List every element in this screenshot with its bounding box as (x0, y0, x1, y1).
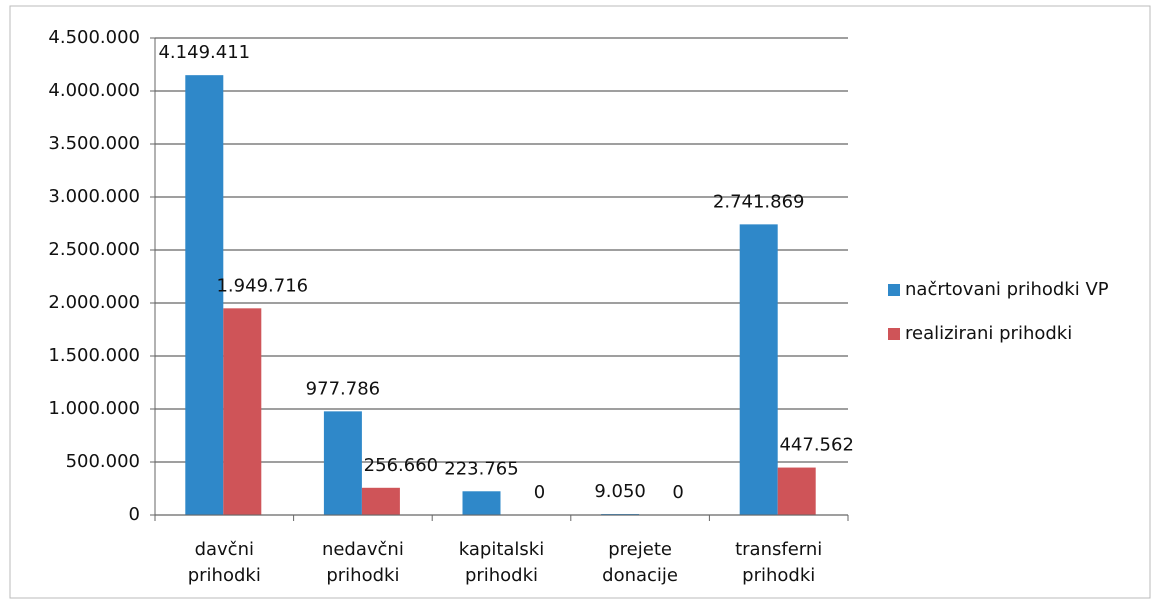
value-label: 0 (672, 482, 683, 503)
legend-swatch (888, 284, 900, 296)
x-tick-label: davčni prihodki (188, 539, 261, 586)
value-label: 447.562 (779, 435, 853, 456)
y-tick-label: 3.000.000 (48, 186, 140, 207)
x-tick-label: prejete donacije (602, 539, 678, 586)
x-tick-label-line: prihodki (465, 565, 538, 586)
x-tick-label: nedavčni prihodki (322, 539, 404, 586)
value-label: 223.765 (444, 458, 518, 479)
x-tick-label-line: nedavčni (322, 539, 404, 560)
y-tick-label: 3.500.000 (48, 133, 140, 154)
bar (223, 308, 262, 515)
x-tick-label-line: transferni (735, 539, 822, 560)
value-label: 256.660 (364, 455, 438, 476)
value-label: 0 (534, 482, 545, 503)
x-tick-label: kapitalski prihodki (459, 539, 544, 586)
bar (462, 491, 501, 515)
chart-frame (9, 5, 1151, 599)
bar (777, 467, 816, 515)
bar (739, 224, 778, 516)
x-tick-label-line: prihodki (742, 565, 815, 586)
y-tick-label: 0 (129, 504, 140, 525)
x-tick-label-line: prihodki (326, 565, 399, 586)
legend-label: realizirani prihodki (905, 323, 1072, 344)
x-tick-label-line: donacije (602, 565, 678, 586)
legend-swatch (888, 328, 900, 340)
y-tick-label: 500.000 (66, 451, 140, 472)
value-label: 977.786 (306, 378, 380, 399)
y-tick-label: 2.500.000 (48, 239, 140, 260)
value-label: 4.149.411 (158, 42, 250, 63)
bar (185, 75, 224, 515)
y-tick-label: 4.000.000 (48, 80, 140, 101)
value-label: 9.050 (594, 481, 646, 502)
x-tick-label-line: kapitalski (459, 539, 544, 560)
y-tick-label: 1.000.000 (48, 398, 140, 419)
bar (323, 411, 362, 515)
legend-label: načrtovani prihodki VP (905, 279, 1109, 300)
value-label: 1.949.716 (216, 275, 308, 296)
y-tick-label: 2.000.000 (48, 292, 140, 313)
x-tick-label-line: prihodki (188, 565, 261, 586)
y-tick-label: 1.500.000 (48, 345, 140, 366)
value-label: 2.741.869 (713, 191, 805, 212)
x-tick-label-line: davčni (195, 539, 254, 560)
y-tick-label: 4.500.000 (48, 27, 140, 48)
x-tick-label: transferni prihodki (735, 539, 822, 586)
x-tick-label-line: prejete (608, 539, 672, 560)
bar (361, 487, 400, 515)
